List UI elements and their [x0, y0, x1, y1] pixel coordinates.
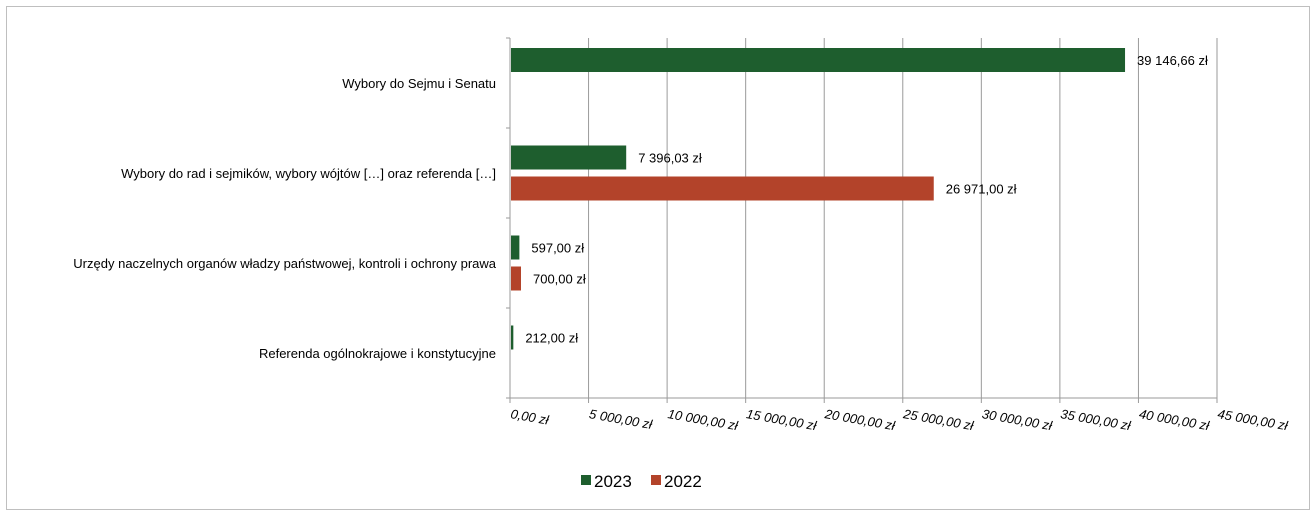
x-tick-label: 5 000,00 zł — [588, 406, 654, 432]
data-label: 39 146,66 zł — [1137, 53, 1208, 68]
x-tick-label: 45 000,00 zł — [1216, 406, 1289, 433]
data-label: 700,00 zł — [533, 272, 586, 287]
bar-chart: 0,00 zł 5 000,00 zł 10 000,00 zł 15 000,00 … — [73, 37, 1290, 491]
category-label: Referenda ogólnokrajowe i konstytucyjne — [259, 346, 496, 361]
bar-2022 — [511, 176, 934, 201]
bar-2023 — [511, 48, 1126, 72]
data-label: 7 396,03 zł — [638, 151, 702, 166]
category-label: Urzędy naczelnych organów władzy państwo… — [73, 256, 496, 271]
data-label: 597,00 zł — [531, 241, 584, 256]
legend-swatch-2022 — [651, 475, 661, 485]
category-label: Wybory do rad i sejmików, wybory wójtów … — [121, 166, 496, 181]
x-tick-label: 25 000,00 zł — [901, 406, 975, 433]
bar-2023 — [511, 325, 514, 350]
data-label: 26 971,00 zł — [946, 182, 1017, 197]
bar-2022 — [511, 266, 521, 291]
x-tick-label: 20 000,00 zł — [823, 406, 897, 433]
bar-2023 — [511, 235, 520, 260]
x-tick-label: 35 000,00 zł — [1059, 406, 1132, 433]
legend-label: 2022 — [664, 472, 702, 491]
chart-area: 0,00 zł 5 000,00 zł 10 000,00 zł 15 000,00 … — [6, 6, 1310, 510]
data-label: 212,00 zł — [525, 331, 578, 346]
legend-swatch-2023 — [581, 475, 591, 485]
x-tick-label: 30 000,00 zł — [981, 406, 1054, 433]
x-tick-label: 0,00 zł — [509, 406, 550, 428]
legend-label: 2023 — [594, 472, 632, 491]
x-tick-label: 10 000,00 zł — [667, 406, 740, 433]
x-tick-label: 40 000,00 zł — [1138, 406, 1211, 433]
x-tick-label: 15 000,00 zł — [745, 406, 818, 433]
bar-2023 — [511, 145, 627, 170]
category-label: Wybory do Sejmu i Senatu — [342, 76, 496, 91]
